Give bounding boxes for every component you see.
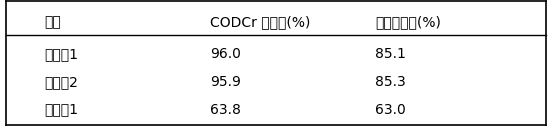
Text: 比较例1: 比较例1: [44, 103, 78, 117]
Text: 项目: 项目: [44, 16, 61, 30]
Text: 实施例1: 实施例1: [44, 47, 78, 61]
Text: 臭氧利用率(%): 臭氧利用率(%): [375, 16, 441, 30]
Text: 63.0: 63.0: [375, 103, 406, 117]
Text: 实施例2: 实施例2: [44, 75, 78, 89]
Text: CODCr 去除率(%): CODCr 去除率(%): [210, 16, 310, 30]
Text: 85.3: 85.3: [375, 75, 406, 89]
Text: 63.8: 63.8: [210, 103, 241, 117]
Text: 96.0: 96.0: [210, 47, 241, 61]
Text: 95.9: 95.9: [210, 75, 241, 89]
Text: 85.1: 85.1: [375, 47, 406, 61]
